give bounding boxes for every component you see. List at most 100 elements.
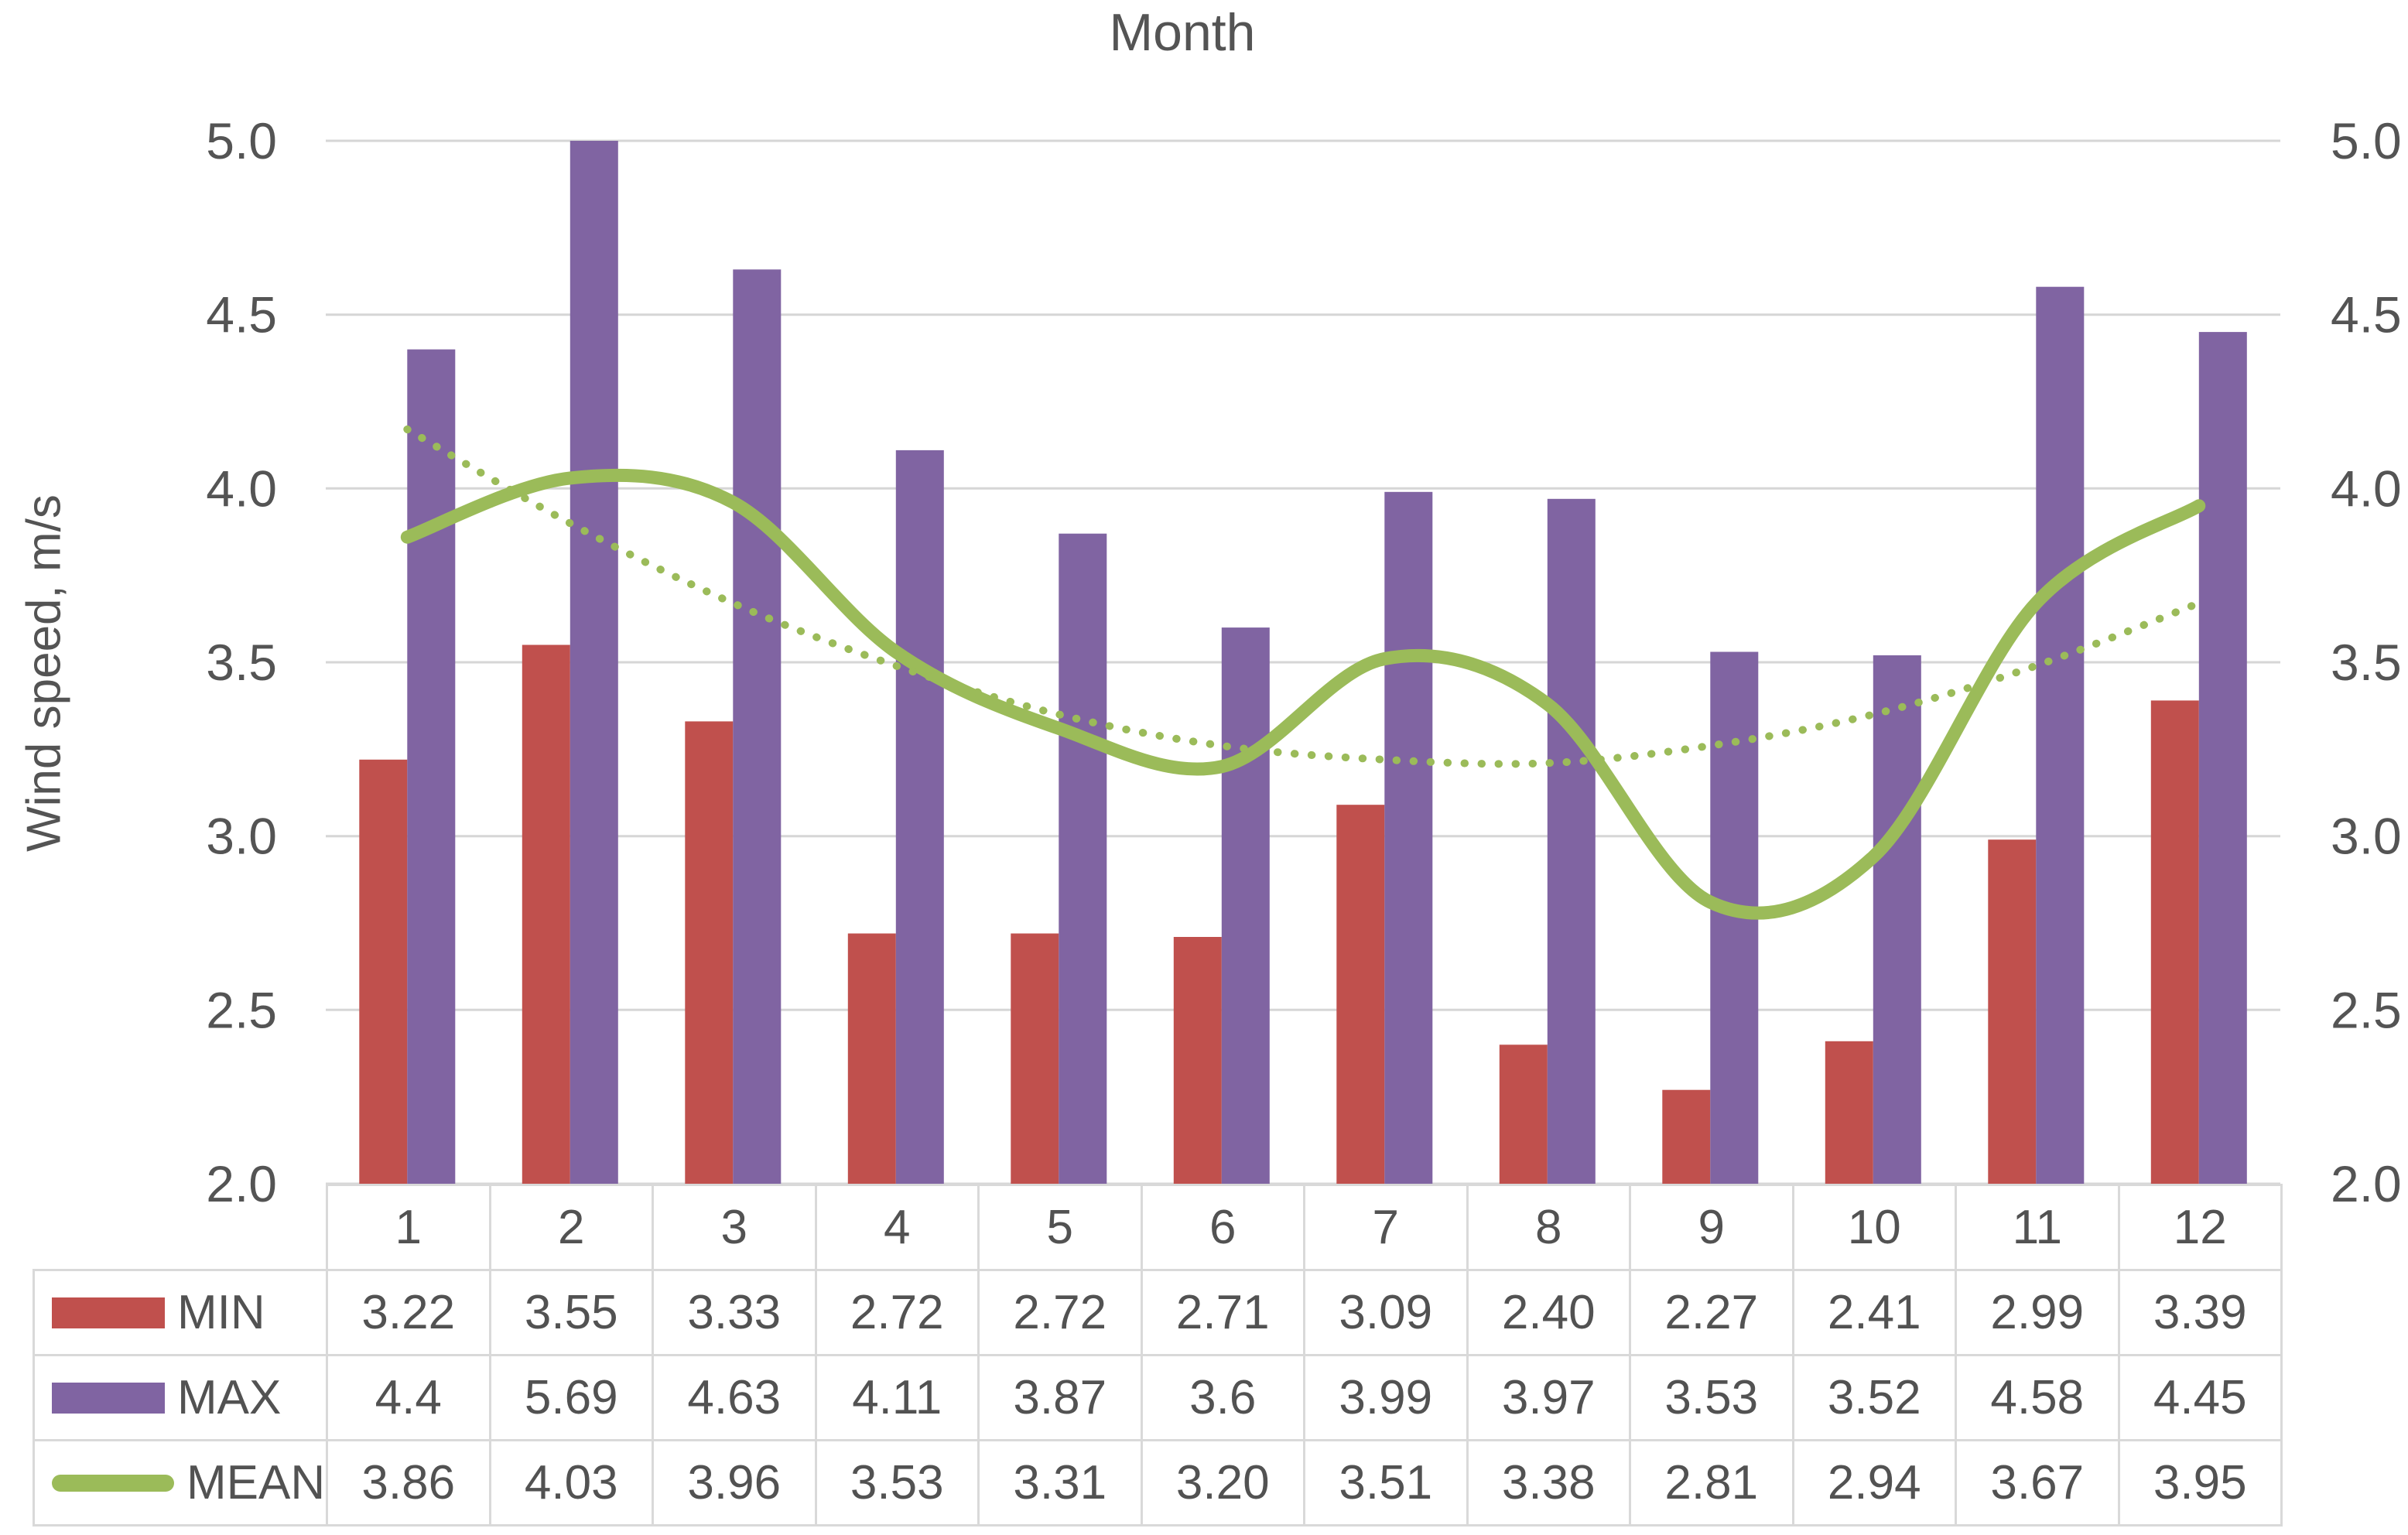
legend-max-swatch (52, 1382, 165, 1414)
max-value-cell: 4.63 (652, 1354, 817, 1441)
min-value-cell: 2.72 (977, 1269, 1143, 1356)
month-header-cell: 5 (977, 1184, 1143, 1271)
max-bar (2036, 286, 2085, 1185)
month-header-cell: 12 (2117, 1184, 2283, 1271)
mean-value-cell: 3.95 (2117, 1439, 2283, 1526)
legend-cell-max: MAX (32, 1354, 328, 1441)
max-bar (407, 349, 456, 1185)
min-bar (1011, 933, 1059, 1184)
min-bar (359, 759, 408, 1184)
right-axis-tick-label: 4.0 (2331, 460, 2402, 517)
right-axis-tick-label: 2.5 (2331, 981, 2402, 1038)
month-header-cell: 6 (1140, 1184, 1305, 1271)
max-value-cell: 4.11 (814, 1354, 980, 1441)
max-bar (895, 450, 944, 1184)
left-axis-tick-label: 2.0 (206, 1155, 277, 1212)
min-value-cell: 2.40 (1466, 1269, 1631, 1356)
month-header-cell: 3 (652, 1184, 817, 1271)
mean-line (400, 468, 2206, 920)
min-value-cell: 2.99 (1955, 1269, 2120, 1356)
max-value-cell: 3.87 (977, 1354, 1143, 1441)
max-value-cell: 3.52 (1791, 1354, 1957, 1441)
mean-trendline (403, 425, 2203, 768)
min-value-cell: 3.22 (326, 1269, 491, 1356)
min-bar (685, 721, 734, 1184)
left-axis-tick-label: 4.5 (206, 286, 277, 344)
mean-value-cell: 3.67 (1955, 1439, 2120, 1526)
min-value-cell: 3.55 (488, 1269, 654, 1356)
month-header-cell: 8 (1466, 1184, 1631, 1271)
min-bar (1173, 937, 1222, 1184)
max-value-cell: 3.53 (1629, 1354, 1794, 1441)
left-axis-tick-label: 2.5 (206, 981, 277, 1038)
legend-mean-label: MEAN (186, 1456, 326, 1509)
left-axis-tick-label: 4.0 (206, 460, 277, 517)
month-header-cell: 4 (814, 1184, 980, 1271)
mean-value-cell: 3.20 (1140, 1439, 1305, 1526)
month-header-cell: 1 (326, 1184, 491, 1271)
max-bar (1873, 655, 1921, 1184)
min-value-cell: 2.72 (814, 1269, 980, 1356)
max-bar (733, 269, 782, 1184)
mean-value-cell: 3.86 (326, 1439, 491, 1526)
chart-title: Month (1109, 3, 1256, 62)
min-bar (1662, 1089, 1711, 1184)
legend-mean-swatch (52, 1474, 174, 1492)
mean-value-cell: 2.94 (1791, 1439, 1957, 1526)
legend-cell-mean: MEAN (32, 1439, 328, 1526)
mean-value-cell: 2.81 (1629, 1439, 1794, 1526)
mean-value-cell: 3.31 (977, 1439, 1143, 1526)
min-value-cell: 2.27 (1629, 1269, 1794, 1356)
max-bar (1547, 498, 1596, 1184)
legend-cell-min: MIN (32, 1269, 328, 1356)
legend-max-label: MAX (177, 1371, 282, 1424)
month-header-cell: 11 (1955, 1184, 2120, 1271)
max-value-cell: 3.6 (1140, 1354, 1305, 1441)
left-axis-tick-label: 3.5 (206, 634, 277, 691)
left-axis-tick-label: 5.0 (206, 112, 277, 169)
right-axis-tick-label: 2.0 (2331, 1155, 2402, 1212)
data-table: 1 2 3 4 5 6 7 8 9 10 11 12 MIN 3.22 3.55 3.33 2.72 2.72 2.… (32, 1184, 2283, 1526)
legend-min-label: MIN (177, 1286, 265, 1339)
max-value-cell: 4.45 (2117, 1354, 2283, 1441)
max-bar (570, 141, 618, 1184)
max-bar (1059, 533, 1107, 1184)
max-value-cell: 4.4 (326, 1354, 491, 1441)
right-axis-tick-label: 4.5 (2331, 286, 2402, 344)
mean-value-cell: 3.53 (814, 1439, 980, 1526)
month-header-cell: 7 (1303, 1184, 1469, 1271)
right-axis-tick-label: 5.0 (2331, 112, 2402, 169)
right-axis-tick-label: 3.0 (2331, 808, 2402, 865)
min-value-cell: 3.09 (1303, 1269, 1469, 1356)
max-bar (1221, 627, 1270, 1184)
max-value-cell: 3.97 (1466, 1354, 1631, 1441)
min-value-cell: 3.33 (652, 1269, 817, 1356)
min-bar (522, 644, 570, 1184)
left-axis-tick-label: 3.0 (206, 808, 277, 865)
mean-value-cell: 3.51 (1303, 1439, 1469, 1526)
min-value-cell: 2.71 (1140, 1269, 1305, 1356)
right-axis-tick-label: 3.5 (2331, 634, 2402, 691)
mean-value-cell: 4.03 (488, 1439, 654, 1526)
min-bar (2150, 700, 2199, 1184)
max-bar (2198, 332, 2247, 1185)
min-bar (1825, 1041, 1873, 1184)
min-bar (1988, 839, 2037, 1184)
min-value-cell: 2.41 (1791, 1269, 1957, 1356)
month-header-cell: 9 (1629, 1184, 1794, 1271)
min-bar (1499, 1044, 1548, 1184)
mean-value-cell: 3.38 (1466, 1439, 1631, 1526)
max-value-cell: 4.58 (1955, 1354, 2120, 1441)
min-bar (847, 933, 896, 1184)
mean-value-cell: 3.96 (652, 1439, 817, 1526)
min-bar (1336, 805, 1385, 1184)
min-value-cell: 3.39 (2117, 1269, 2283, 1356)
month-header-cell: 2 (488, 1184, 654, 1271)
table-corner-blank (34, 1185, 327, 1270)
month-header-cell: 10 (1791, 1184, 1957, 1271)
max-value-cell: 3.99 (1303, 1354, 1469, 1441)
max-bar (1384, 491, 1433, 1184)
max-value-cell: 5.69 (488, 1354, 654, 1441)
